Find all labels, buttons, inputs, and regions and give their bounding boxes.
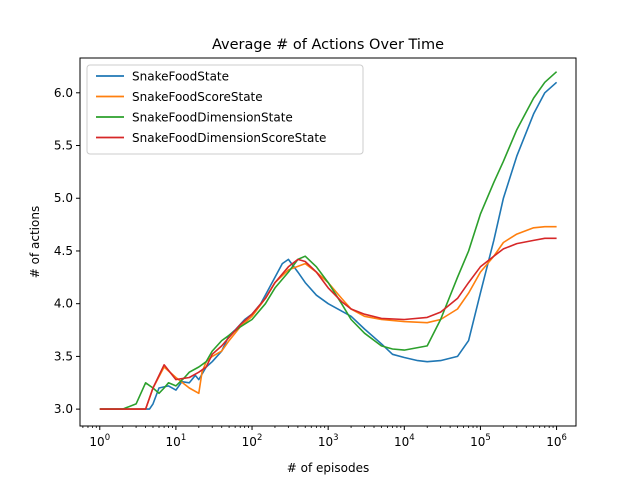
x-tick-label: 105	[470, 433, 491, 449]
chart-title: Average # of Actions Over Time	[212, 37, 444, 53]
legend-label: SnakeFoodState	[132, 70, 229, 84]
y-tick-label: 4.0	[54, 297, 73, 311]
legend-label: SnakeFoodDimensionState	[132, 111, 293, 125]
plot-area: 100 101 102 103 104 105 106 3.0 3.5 4.0 4.5 5.0 5.5…	[54, 57, 577, 449]
x-tick-label: 106	[546, 433, 567, 449]
x-tick-label: 103	[318, 433, 339, 449]
x-tick-label: 101	[166, 433, 187, 449]
legend-box	[86, 64, 364, 155]
y-tick-label: 3.5	[54, 349, 73, 363]
x-axis-ticks: 100 101 102 103 104 105 106	[82, 426, 567, 449]
x-tick-label: 100	[89, 433, 110, 449]
legend: SnakeFoodState SnakeFoodScoreState SnakeFo…	[86, 64, 364, 155]
legend-label: SnakeFoodDimensionScoreState	[132, 131, 326, 145]
series-line-0	[99, 81, 558, 410]
x-axis-title: # of episodes	[287, 461, 369, 475]
y-tick-label: 4.5	[54, 244, 73, 258]
x-tick-label: 102	[242, 433, 263, 449]
y-axis-title: # of actions	[28, 206, 42, 278]
series-line-2	[99, 71, 558, 410]
y-tick-label: 3.0	[54, 402, 73, 416]
y-tick-label: 6.0	[54, 86, 73, 100]
y-tick-label: 5.5	[54, 139, 73, 153]
series-line-3	[99, 237, 557, 410]
legend-label: SnakeFoodScoreState	[132, 90, 263, 104]
x-tick-label: 104	[394, 433, 415, 449]
y-axis-ticks: 3.0 3.5 4.0 4.5 5.0 5.5 6.0	[54, 86, 80, 416]
y-tick-label: 5.0	[54, 191, 73, 205]
series-lines	[99, 71, 558, 410]
